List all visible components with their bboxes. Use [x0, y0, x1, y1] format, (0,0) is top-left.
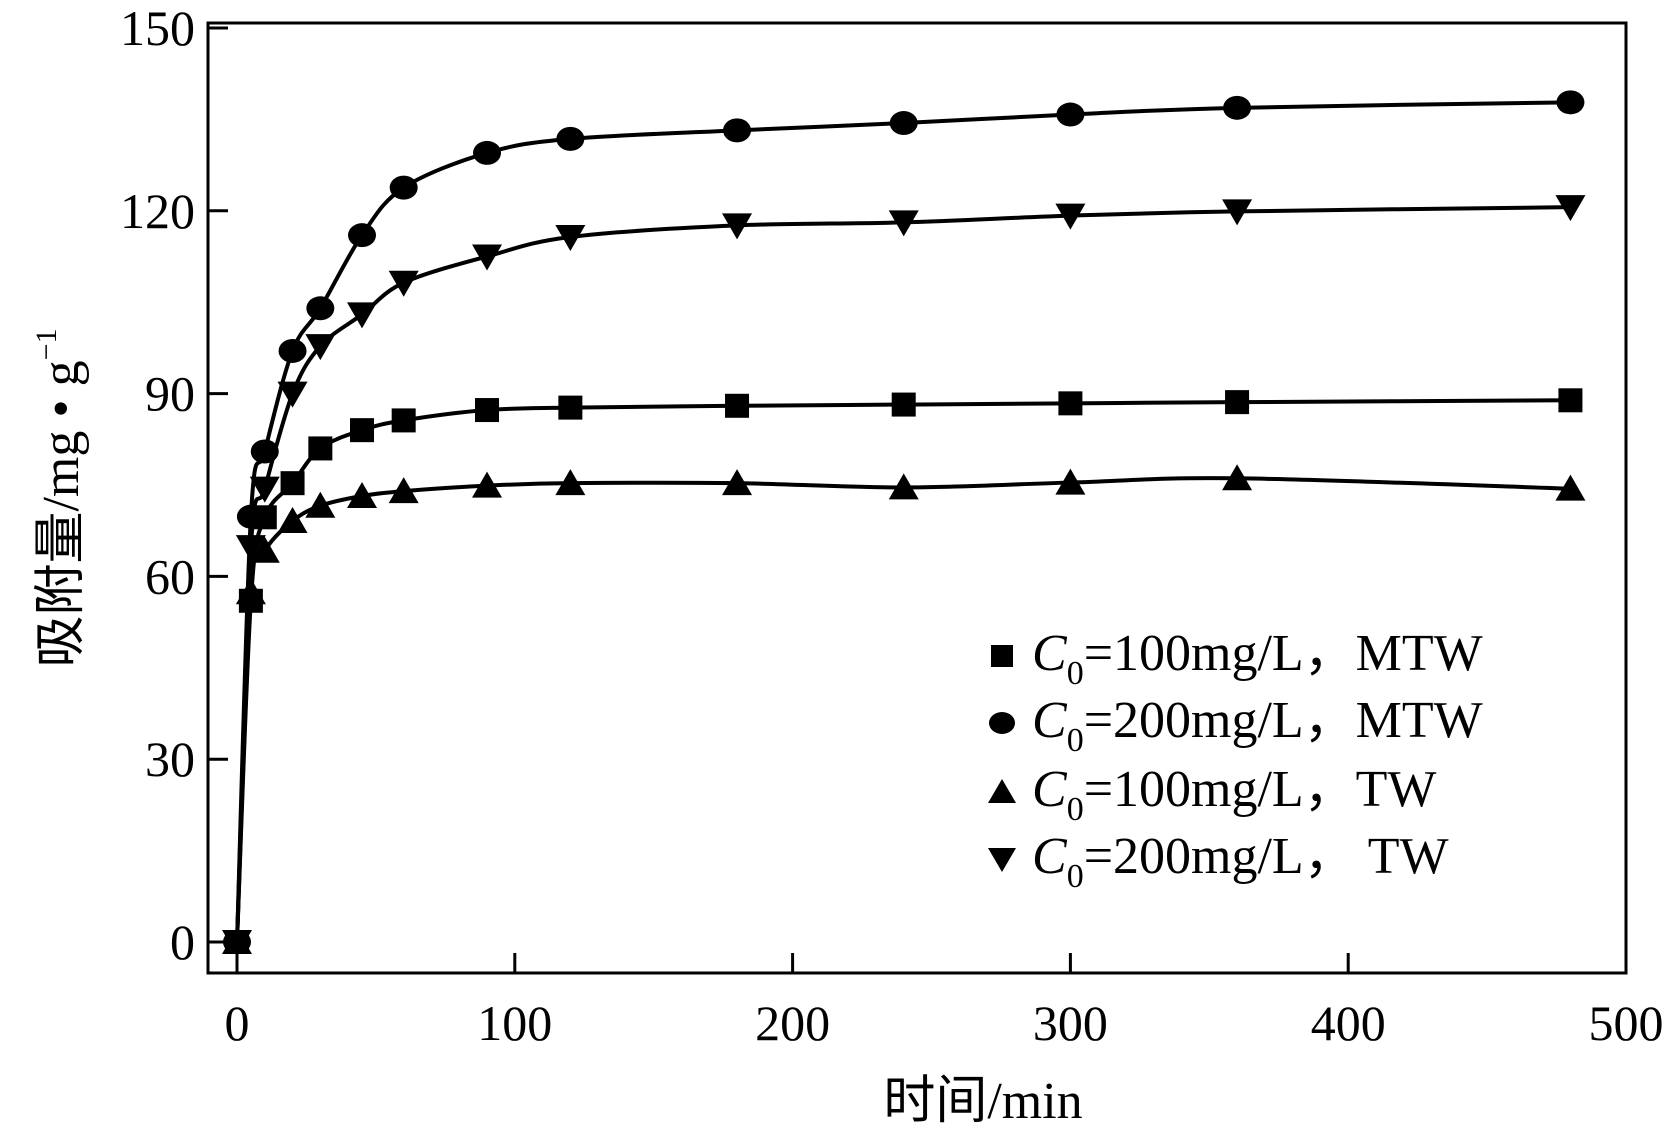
- series-circle: [223, 90, 1585, 954]
- legend-label-subscript: 0: [1067, 722, 1084, 759]
- legend-label-text: =200mg/L， TW: [1084, 828, 1449, 885]
- y-axis-label: 吸附量/mg • g−1: [30, 328, 90, 667]
- triangle-up-marker: [1222, 464, 1253, 491]
- legend-entry: C0=200mg/L，MTW: [989, 692, 1483, 759]
- legend-label: C0=200mg/L， TW: [1032, 828, 1449, 895]
- y-axis-label-text: 吸附量/mg • g: [33, 360, 90, 667]
- triangle-down-marker: [888, 210, 919, 237]
- circle-marker: [889, 111, 918, 136]
- triangle-up-marker: [388, 477, 419, 504]
- triangle-down-marker: [235, 535, 266, 562]
- triangle-down-marker: [249, 476, 280, 503]
- legend-label-subscript: 0: [1067, 858, 1084, 895]
- x-tick-label: 100: [477, 995, 552, 1051]
- triangle-up-marker: [1055, 468, 1086, 495]
- series-triangle-down: [222, 195, 1586, 956]
- legend-label-prefix: C: [1032, 625, 1068, 682]
- square-marker: [350, 418, 375, 443]
- series-square: [225, 388, 1583, 954]
- circle-marker: [556, 126, 585, 151]
- square-marker: [475, 398, 500, 423]
- y-tick-label: 0: [170, 914, 195, 970]
- square-marker: [1558, 388, 1583, 413]
- y-axis-label-exponent: −1: [30, 328, 63, 360]
- square-marker: [991, 645, 1013, 667]
- circle-marker: [723, 118, 752, 143]
- legend-label-subscript: 0: [1067, 791, 1084, 828]
- circle-marker: [389, 175, 418, 200]
- x-tick-label: 400: [1311, 995, 1386, 1051]
- x-axis-label: 时间/min: [883, 1073, 1082, 1130]
- triangle-down-marker: [722, 213, 753, 240]
- circle-marker: [348, 223, 377, 248]
- legend-entry: C0=100mg/L，TW: [988, 761, 1437, 828]
- circle-marker: [1056, 102, 1085, 127]
- square-marker: [280, 471, 305, 496]
- triangle-up-marker: [347, 481, 378, 508]
- triangle-down-marker: [347, 302, 378, 329]
- triangle-down-marker: [988, 848, 1016, 872]
- triangle-down-marker: [1555, 195, 1586, 222]
- triangle-down-marker: [472, 244, 503, 271]
- triangle-down-marker: [222, 930, 252, 956]
- circle-marker: [473, 140, 502, 165]
- square-marker: [1225, 390, 1250, 415]
- legend-label: C0=200mg/L，MTW: [1032, 692, 1483, 759]
- legend-label: C0=100mg/L，MTW: [1032, 625, 1483, 692]
- triangle-down-marker: [388, 270, 419, 297]
- legend-label-prefix: C: [1032, 828, 1068, 885]
- x-tick-label: 500: [1589, 995, 1664, 1051]
- legend-label-text: =100mg/L，TW: [1084, 761, 1437, 818]
- square-marker: [1058, 391, 1083, 416]
- circle-marker: [278, 338, 307, 363]
- triangle-up-marker: [235, 578, 266, 605]
- legend-label-subscript: 0: [1067, 655, 1084, 692]
- legend-entry: C0=100mg/L，MTW: [991, 625, 1483, 692]
- triangle-up-marker: [888, 473, 919, 500]
- triangle-down-marker: [1222, 199, 1253, 226]
- x-tick-label: 0: [225, 995, 250, 1051]
- plot-frame: [206, 21, 1628, 975]
- triangle-up-marker: [555, 469, 586, 496]
- circle-marker: [1223, 95, 1252, 120]
- legend-label-text: =100mg/L，MTW: [1084, 625, 1483, 682]
- triangle-up-marker: [472, 471, 503, 498]
- square-marker: [725, 393, 750, 418]
- circle-marker: [236, 504, 265, 529]
- y-tick-label: 120: [120, 183, 195, 239]
- y-tick-label: 150: [120, 0, 195, 56]
- triangle-up-marker: [722, 469, 753, 496]
- y-tick-label: 30: [145, 731, 195, 787]
- circle-marker: [989, 712, 1015, 734]
- y-tick-label: 60: [145, 548, 195, 604]
- series-triangle-up: [222, 464, 1586, 954]
- circle-marker: [306, 296, 335, 321]
- x-tick-label: 200: [755, 995, 830, 1051]
- square-marker: [308, 436, 333, 461]
- legend-label-prefix: C: [1032, 692, 1068, 749]
- circle-marker: [1556, 90, 1585, 115]
- triangle-up-marker: [305, 491, 336, 518]
- x-tick-label: 300: [1033, 995, 1108, 1051]
- square-marker: [391, 408, 416, 433]
- triangle-up-marker: [1555, 474, 1586, 501]
- triangle-down-marker: [1055, 203, 1086, 230]
- triangle-down-marker: [305, 334, 336, 361]
- square-marker: [558, 395, 583, 420]
- triangle-up-marker: [249, 536, 280, 563]
- triangle-down-marker: [555, 225, 586, 252]
- y-tick-label: 90: [145, 366, 195, 422]
- triangle-up-marker: [988, 779, 1016, 803]
- legend-label-prefix: C: [1032, 761, 1068, 818]
- legend-label-text: =200mg/L，MTW: [1084, 692, 1483, 749]
- triangle-up-marker: [277, 506, 308, 533]
- legend-label: C0=100mg/L，TW: [1032, 761, 1437, 828]
- legend-entry: C0=200mg/L， TW: [988, 828, 1449, 895]
- square-marker: [891, 392, 916, 417]
- triangle-down-marker: [277, 381, 308, 408]
